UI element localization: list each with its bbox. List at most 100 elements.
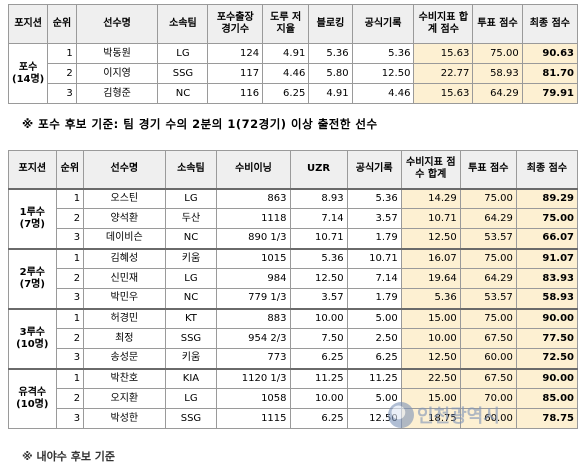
column-header: 순위	[47, 4, 77, 44]
table-cell: 오지환	[83, 388, 166, 409]
table-cell: 4.46	[262, 63, 310, 84]
table-cell: 117	[207, 63, 264, 84]
table-cell: NC	[164, 228, 218, 249]
table-cell: 6.25	[289, 348, 348, 369]
table-cell: 85.00	[515, 388, 578, 409]
table-cell: 64.29	[472, 83, 523, 104]
catcher-criteria-note: ※ 포수 후보 기준: 팀 경기 수의 2분의 1(72경기) 이상 출전한 선…	[22, 117, 378, 131]
table-cell: 1	[55, 187, 85, 209]
position-count: (7명)	[19, 278, 45, 290]
table-cell: 1	[55, 367, 85, 389]
position-name: 유격수	[18, 386, 47, 398]
column-header: 공식기록	[346, 150, 402, 189]
table-cell: 3	[55, 348, 85, 369]
table-cell: 89.29	[515, 187, 578, 209]
table-cell: 863	[216, 187, 291, 209]
table-cell: 7.14	[346, 268, 402, 289]
table-cell: 8.93	[289, 187, 348, 209]
table-cell: 1015	[216, 247, 291, 269]
table-cell: 1	[55, 247, 85, 269]
table-row: 3루수 (10명) 1 허경민 KT 883 10.00 5.00 15.00 75.00 90.0…	[8, 307, 578, 369]
column-header: 선수명	[83, 150, 166, 189]
table-cell: 773	[216, 348, 291, 369]
table-cell: 1118	[216, 208, 291, 229]
table-cell: 5.00	[346, 307, 402, 329]
table-cell: 3	[55, 288, 85, 309]
table-row: 2 최정 SSG 954 2/3 7.50 2.50 10.00 67.50 77.50	[9, 328, 578, 349]
table-cell: 2	[55, 268, 85, 289]
table-cell: 67.50	[459, 367, 517, 389]
table-cell: 박동원	[75, 43, 159, 64]
table-header-row: 포지션 순위 선수명 소속팀 포수출장 경기수 도루 저지율 블로킹 공식기록 수비지표 합계 …	[7, 4, 578, 44]
table-cell: 12.50	[400, 228, 461, 249]
table-cell: 5.36	[400, 288, 461, 309]
table-cell: KIA	[164, 367, 218, 389]
table-cell: 78.75	[515, 408, 578, 429]
position-cell: 포수 (14명)	[7, 43, 49, 104]
table-cell: 키움	[164, 348, 218, 369]
table-cell: 124	[207, 43, 264, 64]
table-cell: 박찬호	[83, 367, 166, 389]
position-cell: 유격수 (10명)	[8, 367, 57, 429]
table-cell: 5.36	[289, 247, 348, 269]
table-cell: 75.00	[472, 43, 523, 64]
position-name: 포수	[18, 61, 38, 73]
position-cell: 2루수 (7명)	[8, 247, 57, 309]
table-cell: 19.64	[400, 268, 461, 289]
column-header: 포수출장 경기수	[207, 4, 264, 44]
column-header: 포지션	[8, 150, 57, 189]
table-row: 3 데이비슨 NC 890 1/3 10.71 1.79 12.50 53.57 66.07	[9, 228, 578, 249]
catcher-table: 포지션 순위 선수명 소속팀 포수출장 경기수 도루 저지율 블로킹 공식기록 수비지표 합계 …	[7, 4, 578, 104]
table-cell: 75.00	[459, 307, 517, 329]
table-cell: 3.57	[346, 208, 402, 229]
table-cell: 779 1/3	[216, 288, 291, 309]
table-cell: 58.93	[472, 63, 523, 84]
table-cell: 10.00	[289, 307, 348, 329]
table-cell: 10.71	[289, 228, 348, 249]
table-cell: 954 2/3	[216, 328, 291, 349]
column-header: 도루 저지율	[262, 4, 310, 44]
table-row: 2 양석환 두산 1118 7.14 3.57 10.71 64.29 75.00	[9, 208, 578, 229]
position-cell: 1루수 (7명)	[8, 187, 57, 249]
infield-table: 포지션 순위 선수명 소속팀 수비이닝 UZR 공식기록 수비지표 점수 합계 투표 점수 최종 …	[8, 150, 578, 429]
table-cell: 91.07	[515, 247, 578, 269]
table-cell: LG	[164, 388, 218, 409]
table-cell: LG	[164, 187, 218, 209]
table-cell: 75.00	[459, 247, 517, 269]
table-cell: 70.00	[459, 388, 517, 409]
table-row: 2 신민재 LG 984 12.50 7.14 19.64 64.29 83.93	[9, 268, 578, 289]
table-cell: LG	[157, 43, 209, 64]
table-cell: 72.50	[515, 348, 578, 369]
table-cell: 22.77	[413, 63, 474, 84]
table-cell: 64.29	[459, 268, 517, 289]
table-cell: 15.00	[400, 388, 461, 409]
table-cell: 15.63	[413, 83, 474, 104]
table-cell: 박성한	[83, 408, 166, 429]
column-header: 투표 점수	[472, 4, 523, 44]
table-header-row: 포지션 순위 선수명 소속팀 수비이닝 UZR 공식기록 수비지표 점수 합계 투표 점수 최종 …	[8, 150, 578, 189]
table-row: 2 이지영 SSG 117 4.46 5.80 12.50 22.77 58.93 81.70	[9, 63, 578, 84]
table-cell: 10.00	[289, 388, 348, 409]
position-count: (10명)	[16, 398, 49, 410]
column-header: 소속팀	[164, 150, 218, 189]
table-cell: NC	[157, 83, 209, 104]
table-cell: 53.57	[459, 228, 517, 249]
table-row: 1루수 (7명) 1 오스틴 LG 863 8.93 5.36 14.29 75.00 89.29	[8, 187, 578, 249]
table-cell: 6.25	[289, 408, 348, 429]
table-cell: 64.29	[459, 208, 517, 229]
table-cell: 3	[55, 408, 85, 429]
table-row: 3 송성문 키움 773 6.25 6.25 12.50 60.00 72.50	[9, 348, 578, 369]
table-row: 2 오지환 LG 1058 10.00 5.00 15.00 70.00 85.00	[9, 388, 578, 409]
table-cell: 최정	[83, 328, 166, 349]
column-header: 블로킹	[308, 4, 353, 44]
table-cell: 1.79	[346, 288, 402, 309]
table-cell: 75.00	[515, 208, 578, 229]
table-cell: 1115	[216, 408, 291, 429]
city-logo-icon	[388, 402, 414, 428]
table-cell: 3.57	[289, 288, 348, 309]
table-cell: 67.50	[459, 328, 517, 349]
table-cell: 키움	[164, 247, 218, 269]
table-cell: 90.63	[521, 43, 578, 64]
table-cell: 12.50	[351, 63, 415, 84]
table-cell: 10.71	[346, 247, 402, 269]
